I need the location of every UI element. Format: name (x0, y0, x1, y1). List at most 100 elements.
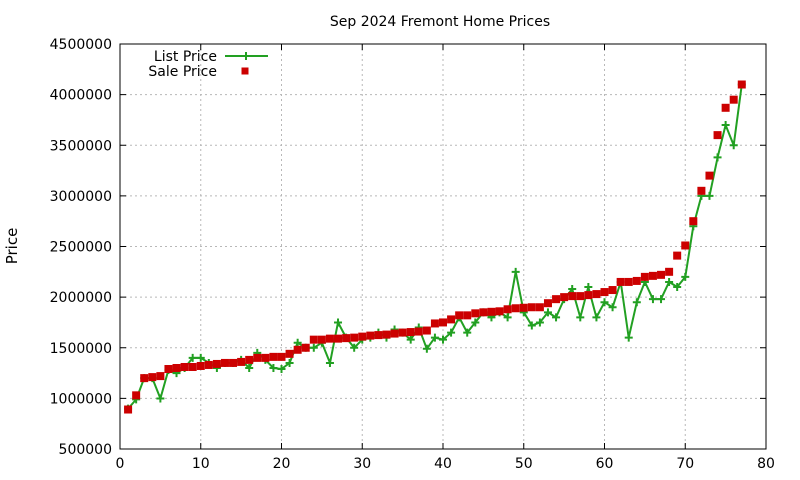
list-price-point (535, 318, 544, 327)
chart-title: Sep 2024 Fremont Home Prices (330, 14, 550, 30)
y-axis-label: Price (3, 228, 21, 265)
sale-price-point (366, 331, 375, 340)
y-tick-label: 500000 (59, 442, 112, 458)
list-price-point (309, 343, 318, 352)
list-price-point (552, 313, 561, 322)
y-tick-label: 1000000 (50, 391, 112, 407)
sale-price-point (592, 290, 601, 299)
sale-price-point (640, 272, 649, 281)
sale-price-point (132, 391, 141, 400)
sale-price-point (519, 303, 528, 312)
sale-price-point (261, 353, 270, 362)
sale-price-point (689, 217, 698, 226)
sale-price-point (632, 276, 641, 285)
x-tick-label: 60 (596, 456, 614, 472)
sale-price-point (382, 330, 391, 339)
x-tick-label: 0 (116, 456, 125, 472)
list-price-point (592, 313, 601, 322)
sale-price-point (439, 318, 447, 327)
sale-price-point (648, 271, 657, 280)
sale-price-point (422, 326, 431, 335)
sale-price-point (729, 95, 738, 104)
sale-price-point (576, 292, 585, 301)
sale-price-series (124, 80, 746, 414)
sale-price-point (471, 309, 480, 318)
sale-price-point (374, 331, 383, 340)
sale-price-point (334, 334, 343, 343)
sale-price-point (463, 311, 472, 320)
list-price-point (624, 333, 633, 342)
sale-price-point (584, 291, 593, 300)
sale-price-point (600, 288, 609, 297)
sale-price-point (430, 319, 439, 328)
sale-price-point (124, 405, 133, 414)
list-price-point (705, 191, 714, 200)
sale-price-point (309, 335, 318, 344)
sale-price-point (495, 307, 504, 316)
y-tick-label: 3500000 (50, 138, 112, 154)
sale-price-point (277, 352, 286, 361)
grid (120, 44, 766, 449)
list-price-point (430, 333, 439, 342)
y-tick-label: 3000000 (50, 189, 112, 205)
list-price-point (285, 358, 294, 367)
list-price-point (439, 335, 447, 344)
sale-price-point (543, 299, 552, 308)
list-price-point (729, 141, 738, 150)
list-price-point (406, 335, 415, 344)
sale-price-point (527, 303, 536, 312)
sale-price-point (140, 374, 149, 383)
sale-price-point (657, 270, 666, 279)
sale-price-point (172, 364, 181, 372)
legend-swatch-sale (241, 67, 249, 75)
sale-price-point (196, 361, 205, 370)
sale-price-point (229, 358, 238, 367)
list-price-point (350, 343, 359, 352)
y-tick-label: 2000000 (50, 290, 112, 306)
sale-price-point (665, 267, 674, 276)
list-price-point (543, 308, 552, 317)
y-tick-label: 1500000 (50, 341, 112, 357)
list-price-point (584, 283, 593, 291)
list-price-point (721, 121, 730, 129)
legend-swatch-list-plus (242, 52, 250, 60)
sale-price-point (568, 292, 577, 301)
sale-price-point (204, 360, 213, 369)
sale-price-point (293, 345, 302, 354)
list-price-point (471, 318, 480, 327)
sale-price-point (721, 103, 730, 112)
sale-price-point (447, 315, 456, 324)
y-tick-label: 2500000 (50, 240, 112, 256)
sale-price-point (350, 333, 359, 342)
sale-price-point (220, 358, 229, 367)
sale-price-point (705, 171, 714, 180)
axis-ticks: 0 10 20 30 40 50 60 70 80 500000 1000000 1500000 200… (50, 37, 775, 472)
list-price-point (713, 153, 722, 162)
y-tick-label: 4000000 (50, 88, 112, 104)
list-price-point (681, 272, 690, 281)
sale-price-point (673, 251, 682, 260)
list-price-point (293, 338, 302, 347)
list-price-point (334, 318, 343, 327)
list-price-point (576, 313, 585, 322)
sale-price-point (237, 357, 246, 366)
sale-price-point (503, 305, 512, 314)
sale-price-point (406, 328, 415, 337)
list-price-point (608, 303, 617, 312)
legend-label-sale: Sale Price (148, 64, 217, 80)
sale-price-point (697, 186, 706, 195)
sale-price-point (713, 131, 722, 140)
y-tick-label: 4500000 (50, 37, 112, 53)
list-price-point (463, 328, 472, 337)
list-price-point (568, 285, 577, 294)
sale-price-point (479, 308, 488, 317)
sale-price-point (414, 327, 423, 336)
sale-price-point (737, 80, 746, 89)
sale-price-point (156, 372, 165, 381)
sale-price-point (253, 353, 262, 362)
sale-price-point (212, 359, 221, 368)
list-price-point (673, 283, 682, 291)
list-price-point (325, 358, 334, 367)
sale-price-point (285, 349, 294, 358)
